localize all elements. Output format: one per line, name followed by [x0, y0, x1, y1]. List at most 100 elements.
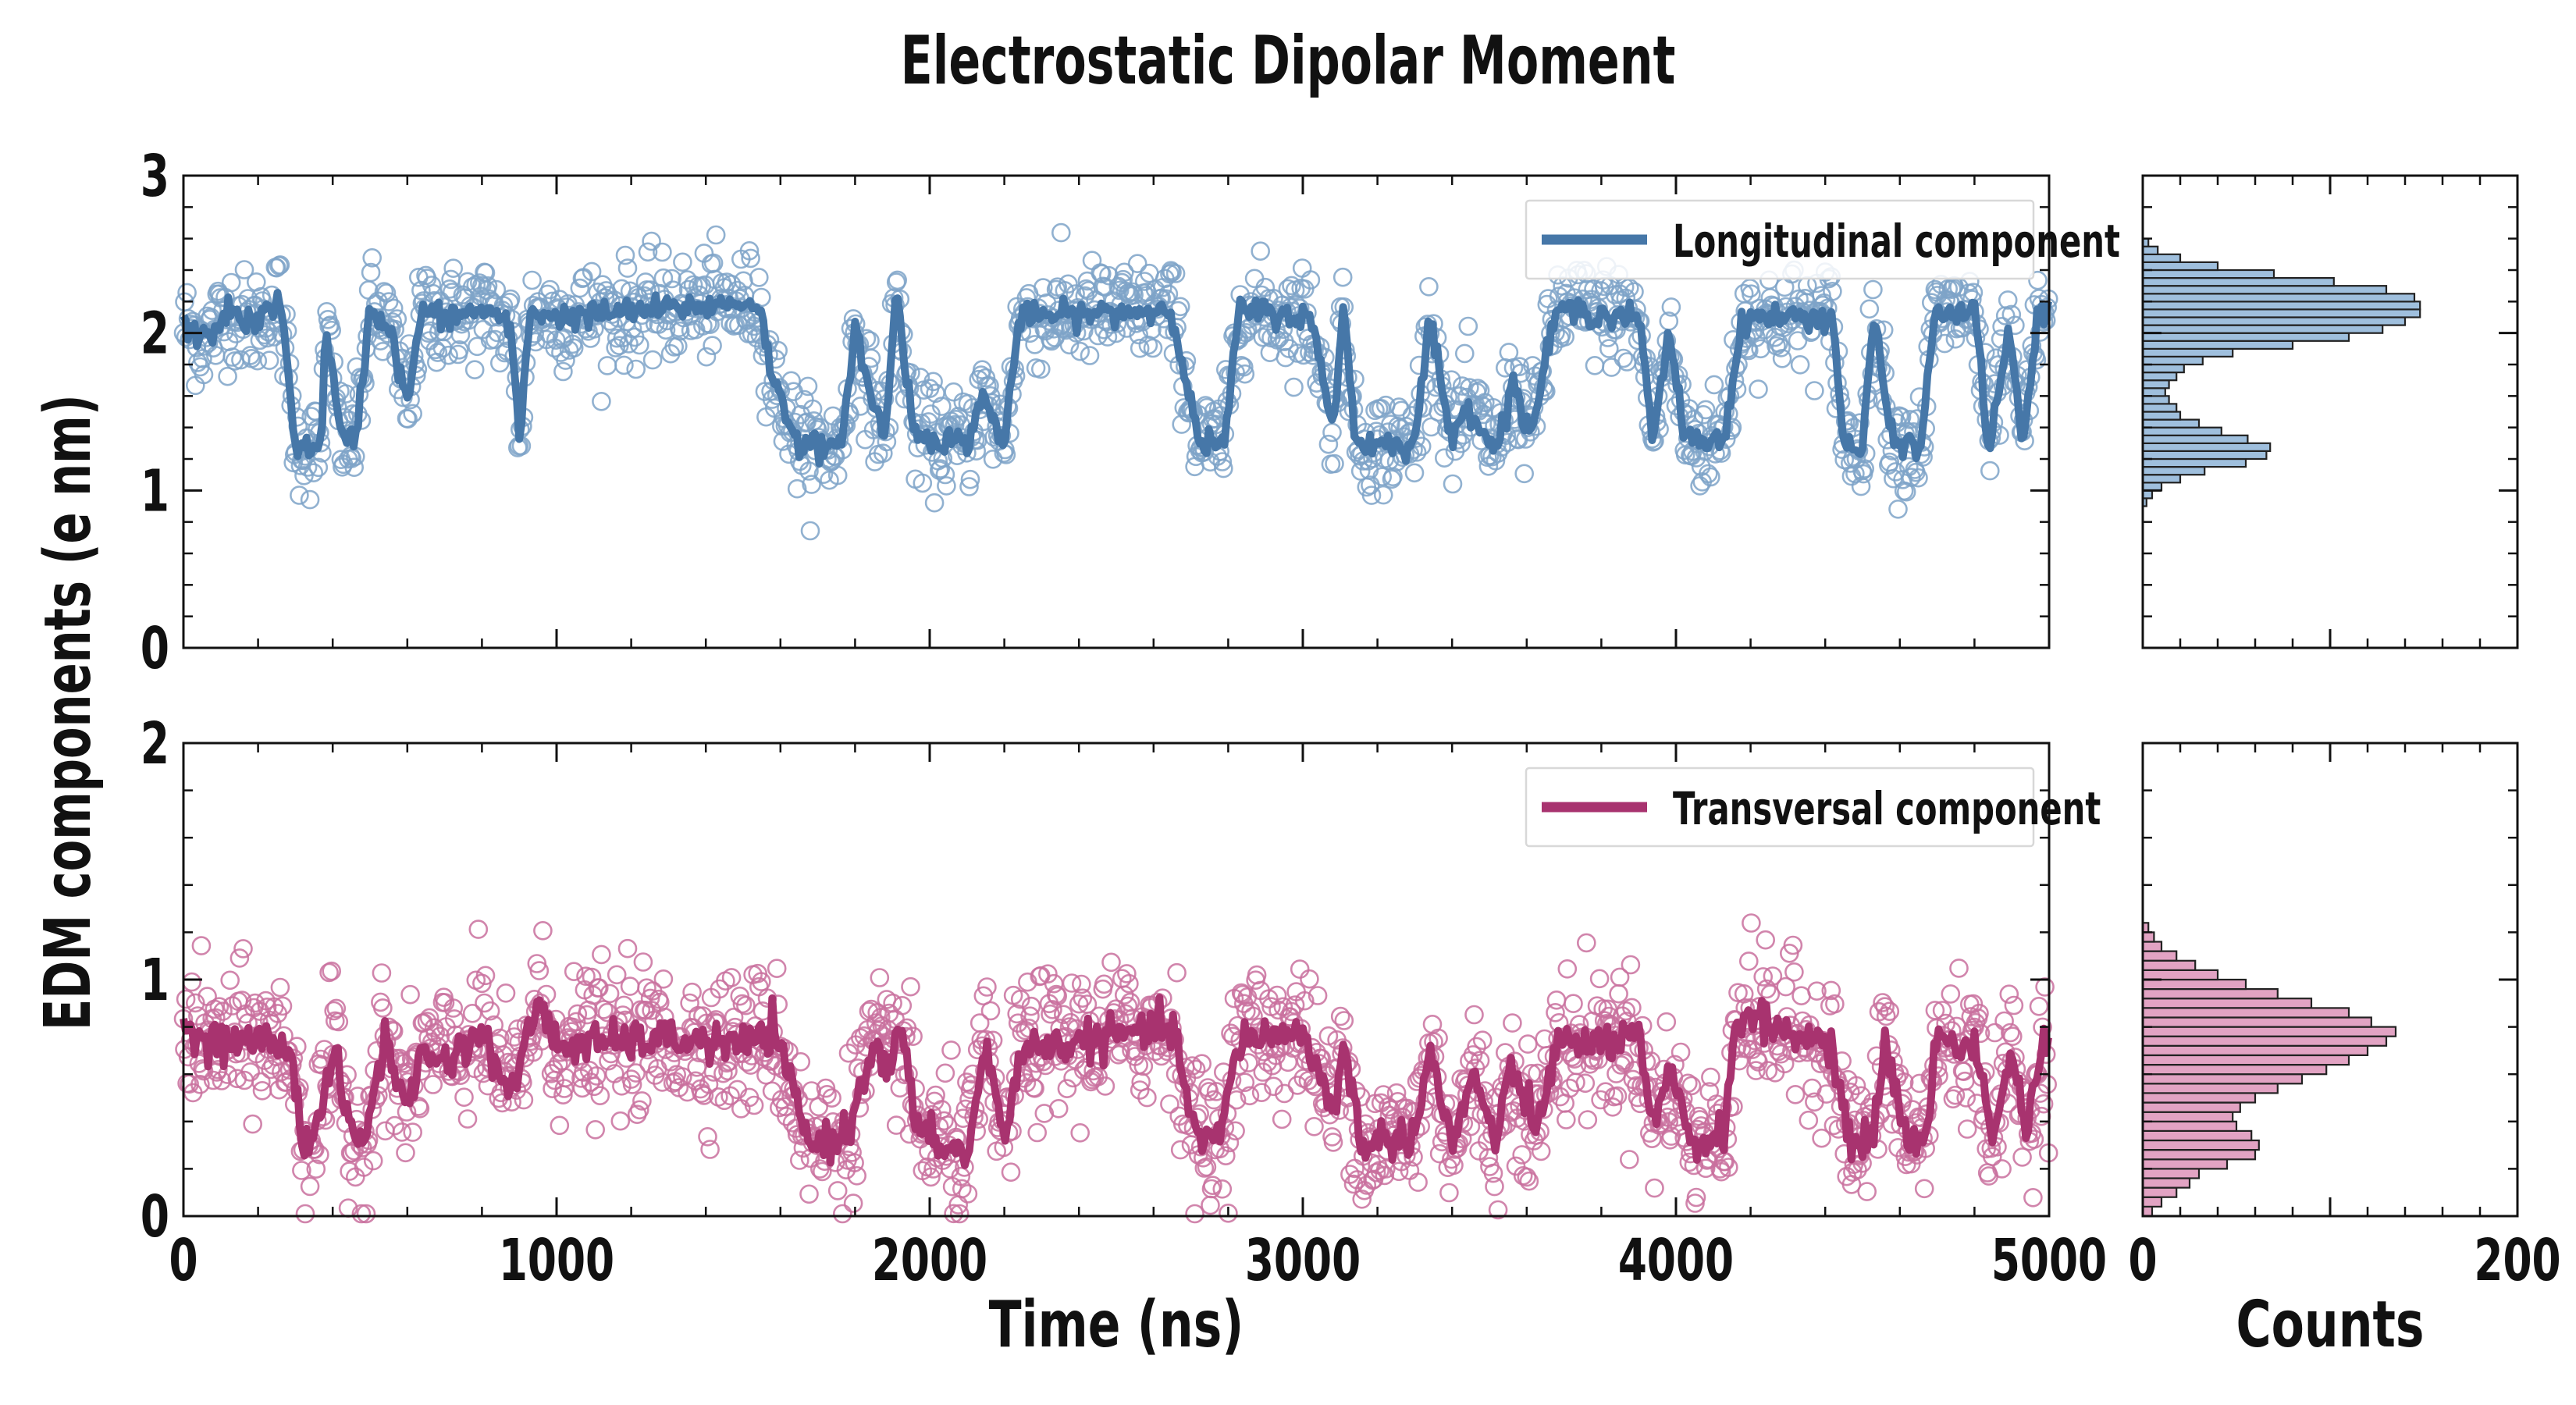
top-panel-data-point [553, 361, 573, 382]
bottom-panel-data-point [958, 1184, 978, 1204]
top-panel-data-point [703, 336, 722, 356]
top-panel-data-point [486, 279, 507, 300]
top-panel-data-point [439, 279, 460, 299]
top-panel-data-point [1742, 284, 1761, 304]
bottom-panel-data-point [351, 1204, 372, 1224]
top-panel-data-point [638, 242, 658, 262]
bottom-panel-data-point [592, 944, 611, 965]
top-hist-bar [2141, 324, 2384, 334]
top-hist-bar [2141, 465, 2206, 476]
bottom-panel-data-point [1185, 1204, 1204, 1224]
bottom-panel-y-tick-label: 1 [141, 947, 169, 1014]
bottom-panel-data-point [1167, 962, 1187, 983]
bottom-panel-data-point [396, 1143, 415, 1163]
bottom-panel-data-point [480, 1001, 500, 1021]
bottom-panel-data-point [845, 1153, 864, 1172]
bottom-panel-data-point [1857, 1182, 1877, 1201]
top-panel-data-point [670, 321, 690, 341]
top-panel-data-point [1900, 410, 1920, 429]
top-panel-data-point [1070, 341, 1090, 361]
top-panel-data-point [1158, 284, 1179, 304]
bottom-panel-data-point [251, 1072, 271, 1092]
bottom-hist-bar [2141, 941, 2163, 952]
top-panel-data-point [403, 404, 423, 424]
top-panel-data-point [376, 283, 397, 303]
top-panel-data-point [300, 489, 320, 510]
top-panel-data-point [464, 360, 485, 380]
top-panel-data-point [1292, 258, 1312, 278]
bottom-panel-data-point [730, 986, 750, 1006]
bottom-panel-data-point [1941, 984, 1961, 1004]
top-hist-bar [2141, 293, 2416, 303]
top-panel-data-point [450, 325, 471, 345]
bottom-panel-data-point [1133, 1056, 1154, 1076]
bottom-hist-bar [2141, 950, 2178, 962]
top-hist-bar [2141, 418, 2201, 429]
top-panel-data-point [1859, 299, 1880, 319]
bottom-panel-data-point [700, 1140, 720, 1159]
top-panel-data-point [218, 366, 237, 386]
bottom-panel-data-point [324, 1001, 344, 1021]
bottom-hist-bar [2141, 1168, 2201, 1179]
bottom-hist-bar [2141, 1120, 2238, 1133]
bottom-panel-data-point [1212, 1179, 1233, 1199]
bottom-hist-bar [2141, 1205, 2154, 1218]
top-panel-data-point [749, 268, 769, 287]
bottom-panel-data-point [612, 1076, 632, 1096]
top-panel-y-tick-label: 0 [141, 615, 169, 682]
bottom-panel-data-point [182, 972, 201, 992]
bottom-panel-data-point [1095, 1076, 1115, 1096]
top-panel-data-point [1321, 454, 1341, 475]
top-hist-bar [2141, 411, 2182, 421]
top-panel-data-point [642, 350, 663, 370]
bottom-hist-bar [2141, 931, 2155, 943]
top-panel-data-point [913, 473, 933, 493]
top-panel-data-point [1699, 464, 1718, 484]
bottom-panel-data-point [1518, 1034, 1538, 1054]
top-panel-data-point [1684, 409, 1704, 429]
bottom-panel-data-point [1285, 995, 1305, 1015]
bottom-panel-data-point [1239, 1053, 1258, 1072]
bottom-panel-data-point [620, 976, 640, 996]
top-panel-data-point [1443, 474, 1463, 494]
top-panel-y-tick-label: 1 [141, 458, 169, 525]
bottom-panel-data-point [462, 1004, 482, 1023]
bottom-panel-data-point [340, 1161, 359, 1181]
bottom-panel-data-point [1621, 955, 1641, 975]
top-panel-data-point [1127, 254, 1147, 274]
bottom-panel-data-point [663, 1073, 683, 1093]
bottom-panel-data-point [454, 1087, 474, 1107]
top-panel-data-point [1041, 331, 1062, 351]
bottom-panel-data-point [322, 961, 342, 981]
top-panel-data-point [1790, 354, 1810, 375]
top-panel-data-point [259, 350, 279, 371]
top-panel-data-point [798, 376, 818, 397]
top-hist-bar [2141, 347, 2234, 357]
top-panel-data-point [2001, 304, 2022, 325]
bottom-panel-data-point [292, 1161, 311, 1180]
bottom-panel-x-tick-label: 1000 [499, 1227, 614, 1294]
top-panel-data-point [1751, 339, 1770, 359]
top-panel-data-point [522, 270, 542, 290]
top-panel-data-point [948, 407, 968, 426]
top-panel-data-point [1585, 355, 1605, 375]
bottom-panel-data-point [1072, 974, 1091, 994]
bottom-panel-data-point [270, 977, 290, 998]
top-panel-data-point [929, 461, 949, 480]
top-panel-data-point [930, 459, 951, 478]
bottom-panel-data-point [744, 1095, 764, 1115]
top-panel-data-point [739, 240, 760, 261]
top-panel-data-point [294, 465, 314, 486]
top-panel-data-point [640, 280, 660, 300]
bottom-panel-data-point [1251, 1083, 1272, 1102]
bottom-panel-data-point [1323, 1133, 1343, 1152]
bottom-panel-data-point [1038, 964, 1058, 984]
bottom-panel-data-point [1197, 1157, 1217, 1177]
top-panel-data-point [642, 231, 661, 251]
x-axis-label-counts: Counts [2236, 1288, 2425, 1362]
bottom-panel-data-point [484, 1015, 504, 1035]
bottom-panel-data-point [1578, 1110, 1598, 1129]
top-panel-data-point [960, 469, 980, 489]
top-panel-data-point [1170, 297, 1190, 317]
top-panel-data-point [1235, 364, 1255, 384]
